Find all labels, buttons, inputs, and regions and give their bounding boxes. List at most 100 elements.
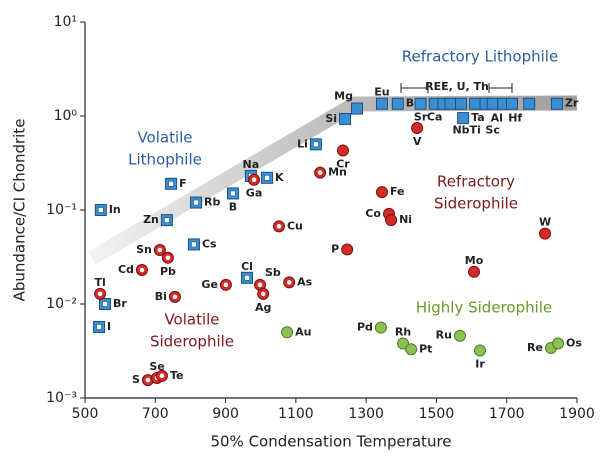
point-label: Zr <box>565 97 579 110</box>
point-label: Fe <box>390 185 405 198</box>
point-label: Sc <box>485 124 499 137</box>
marker <box>474 344 487 357</box>
marker-hole <box>102 301 108 307</box>
marker-hole <box>317 170 323 175</box>
y-axis-label: Abundance/CI Chondrite <box>11 119 29 302</box>
point-label: F <box>179 177 187 190</box>
point-label: Au <box>295 325 311 338</box>
point-label: Cu <box>287 219 303 232</box>
point-label: Bi <box>155 290 167 303</box>
marker <box>341 243 354 256</box>
annotation: Highly Siderophile <box>416 299 552 317</box>
point-label: B <box>229 200 237 213</box>
x-tick-label: 1100 <box>278 406 314 422</box>
point-label: I <box>107 320 111 333</box>
point-label: Hf <box>508 112 522 125</box>
point-label: Al <box>491 112 503 125</box>
y-tick-label: 10¹ <box>54 14 77 30</box>
point-label: Si <box>325 112 337 125</box>
point-label: Rh <box>395 326 411 339</box>
point-label: Cd <box>118 263 134 276</box>
point-label: Cr <box>336 157 350 170</box>
point-label: Nb <box>452 124 469 137</box>
point-label: Ti <box>469 124 480 137</box>
point-label: Ta <box>471 111 485 124</box>
point-label: Mg <box>334 90 353 103</box>
y-tick-label: 10⁻² <box>46 296 77 312</box>
annotation: Lithophile <box>128 151 202 169</box>
x-tick-label: 1300 <box>348 406 384 422</box>
marker <box>468 265 481 278</box>
point-label: Ge <box>201 278 218 291</box>
point-label: Ru <box>436 329 452 342</box>
marker <box>453 329 466 342</box>
marker-hole <box>191 241 197 248</box>
point-label: Sb <box>265 266 281 279</box>
marker-hole <box>145 377 151 383</box>
marker-hole <box>168 180 174 187</box>
point-label: V <box>413 135 422 148</box>
marker-hole <box>276 224 282 229</box>
x-tick-label: 500 <box>72 406 99 422</box>
point-label: As <box>297 275 313 288</box>
annotation: Refractory Lithophile <box>402 48 558 66</box>
point-label: Te <box>170 369 184 382</box>
point-label: Sr <box>414 111 428 124</box>
marker <box>523 97 536 110</box>
marker-hole <box>223 282 229 288</box>
marker-hole <box>97 291 103 297</box>
marker-hole <box>159 373 165 379</box>
marker <box>339 112 352 125</box>
point-label: Ag <box>255 301 271 314</box>
marker <box>375 186 388 199</box>
annotation: Refractory <box>437 173 515 191</box>
point-label: Pd <box>357 321 373 334</box>
marker-hole <box>264 175 270 181</box>
point-label: Os <box>566 337 582 350</box>
marker-hole <box>139 267 145 273</box>
marker-hole <box>165 255 171 261</box>
marker <box>505 97 518 110</box>
point-label: Co <box>365 207 381 220</box>
marker <box>552 337 565 350</box>
point-label: Mo <box>465 254 484 267</box>
marker <box>411 122 424 135</box>
point-label: Pb <box>160 265 176 278</box>
annotation: Volatile <box>164 311 219 329</box>
y-tick-label: 10⁻³ <box>46 390 77 406</box>
marker <box>469 97 482 110</box>
point-label: Zn <box>143 213 159 226</box>
marker <box>385 214 398 227</box>
marker <box>539 227 552 240</box>
marker-hole <box>260 291 266 297</box>
x-tick-label: 1900 <box>559 406 595 422</box>
point-label: Li <box>297 137 308 150</box>
marker <box>486 97 499 110</box>
marker <box>281 326 294 339</box>
marker <box>444 97 457 110</box>
marker-hole <box>313 141 319 148</box>
point-label: Ga <box>246 187 262 200</box>
marker <box>397 337 410 350</box>
marker-hole <box>286 280 292 285</box>
point-label: Mn <box>328 166 347 179</box>
marker <box>550 97 563 110</box>
annotation: Siderophile <box>150 333 234 351</box>
marker-hole <box>96 324 102 330</box>
y-tick-label: 10⁻¹ <box>46 202 77 218</box>
marker <box>414 97 427 110</box>
point-label: Cl <box>241 260 253 273</box>
point-label: K <box>275 171 284 184</box>
marker <box>391 97 404 110</box>
point-label: P <box>331 243 339 256</box>
x-tick-label: 700 <box>142 406 169 422</box>
marker-hole <box>244 274 250 281</box>
marker-hole <box>98 207 104 213</box>
marker-hole <box>230 190 236 197</box>
annotation: Volatile <box>137 129 192 147</box>
marker <box>457 112 470 125</box>
marker <box>375 97 388 110</box>
point-label: In <box>109 203 121 216</box>
marker <box>351 102 364 115</box>
